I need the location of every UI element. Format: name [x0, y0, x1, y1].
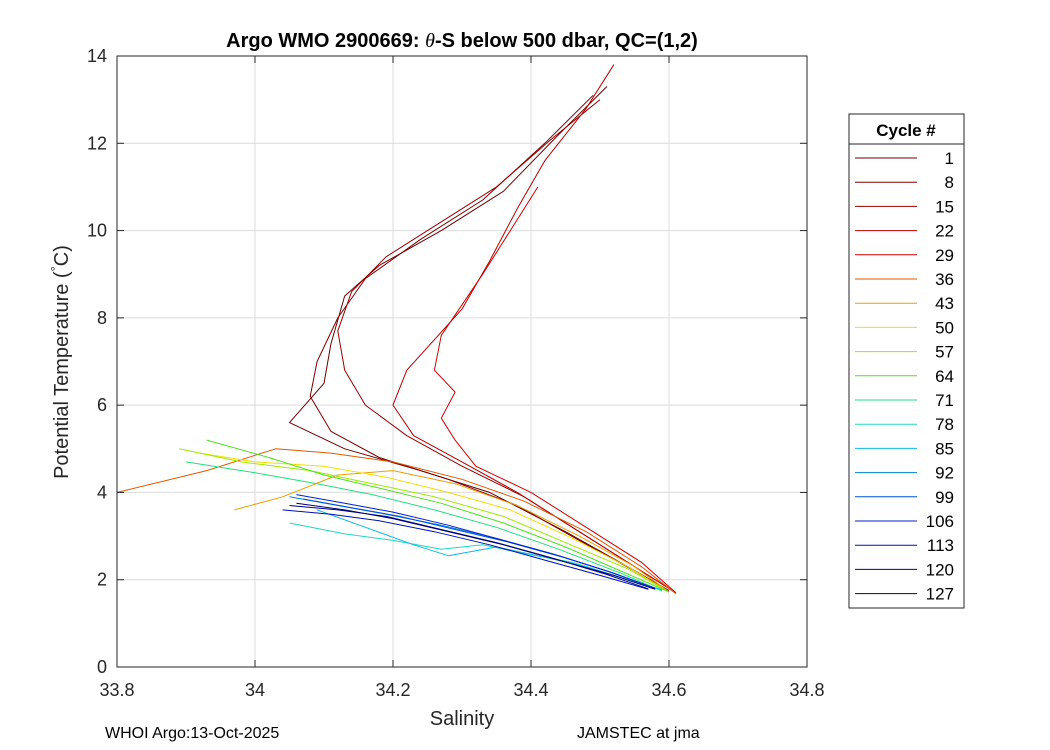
legend-label-cycle-106: 106: [926, 512, 954, 531]
grid: [117, 56, 807, 667]
legend-label-cycle-50: 50: [935, 318, 954, 337]
series-line-cycle-50: [199, 452, 670, 593]
series-line-cycle-71: [185, 461, 663, 592]
legend: Cycle # 18152229364350576471788592991061…: [848, 113, 965, 609]
x-tick-label: 34.8: [789, 680, 824, 700]
legend-label-cycle-1: 1: [945, 149, 954, 168]
legend-label-cycle-127: 127: [926, 585, 954, 604]
legend-box: [848, 113, 965, 609]
plot-area: [117, 56, 807, 667]
series-line-cycle-120: [289, 505, 649, 590]
footer-source: JAMSTEC at jma: [577, 725, 700, 742]
x-axis-label: Salinity: [430, 708, 494, 730]
y-tick-label: 6: [97, 395, 107, 415]
x-tick-label: 34.6: [651, 680, 686, 700]
legend-label-cycle-22: 22: [935, 222, 954, 241]
y-tick-label: 10: [87, 221, 107, 241]
chart-title: Argo WMO 2900669: θ-S below 500 dbar, QC…: [226, 30, 698, 52]
x-tick-label: 34: [245, 680, 265, 700]
legend-label-cycle-36: 36: [935, 270, 954, 289]
legend-label-cycle-29: 29: [935, 246, 954, 265]
series-line-cycle-64: [206, 439, 670, 593]
series-line-cycle-106: [296, 494, 656, 589]
legend-label-cycle-57: 57: [935, 343, 954, 362]
series-group: [116, 64, 677, 595]
legend-label-cycle-64: 64: [935, 367, 954, 386]
legend-label-cycle-78: 78: [935, 415, 954, 434]
legend-label-cycle-71: 71: [935, 391, 954, 410]
legend-label-cycle-113: 113: [927, 536, 954, 555]
y-tick-label: 2: [97, 570, 107, 590]
y-tick-label: 4: [97, 482, 107, 502]
y-tick-label: 14: [87, 46, 107, 66]
series-line-cycle-8: [309, 94, 670, 593]
legend-label-cycle-43: 43: [935, 294, 954, 313]
legend-entries: 1 8 15 22 29 36 43 50 57 64 71 78 85 92 99 106 113 120 127: [855, 149, 954, 604]
legend-label-cycle-120: 120: [926, 560, 954, 579]
footer-credit: WHOI Argo:13-Oct-2025: [105, 725, 280, 742]
series-line-cycle-29: [433, 186, 677, 594]
plot-frame: [116, 55, 808, 668]
y-tick-label: 0: [97, 657, 107, 677]
legend-label-cycle-15: 15: [935, 197, 954, 216]
series-line-cycle-57: [178, 448, 670, 593]
x-tick-label: 34.4: [513, 680, 548, 700]
legend-label-cycle-85: 85: [935, 439, 954, 458]
x-tick-label: 34.2: [375, 680, 410, 700]
series-line-cycle-113: [282, 509, 649, 590]
series-line-cycle-43: [234, 470, 670, 593]
axis-ticks: 33.8 34 34.2 34.4 34.6 34.8 0 2 4 6 8 10 12 14: [87, 46, 825, 700]
y-tick-label: 12: [87, 133, 107, 153]
legend-label-cycle-99: 99: [935, 488, 954, 507]
legend-label-cycle-92: 92: [935, 464, 954, 483]
legend-label-cycle-8: 8: [945, 173, 954, 192]
legend-title: Cycle #: [876, 121, 936, 140]
series-line-cycle-127: [296, 502, 656, 590]
y-tick-label: 8: [97, 308, 107, 328]
y-axis-label: Potential Temperature (°C): [48, 245, 73, 479]
x-tick-label: 33.8: [99, 680, 134, 700]
